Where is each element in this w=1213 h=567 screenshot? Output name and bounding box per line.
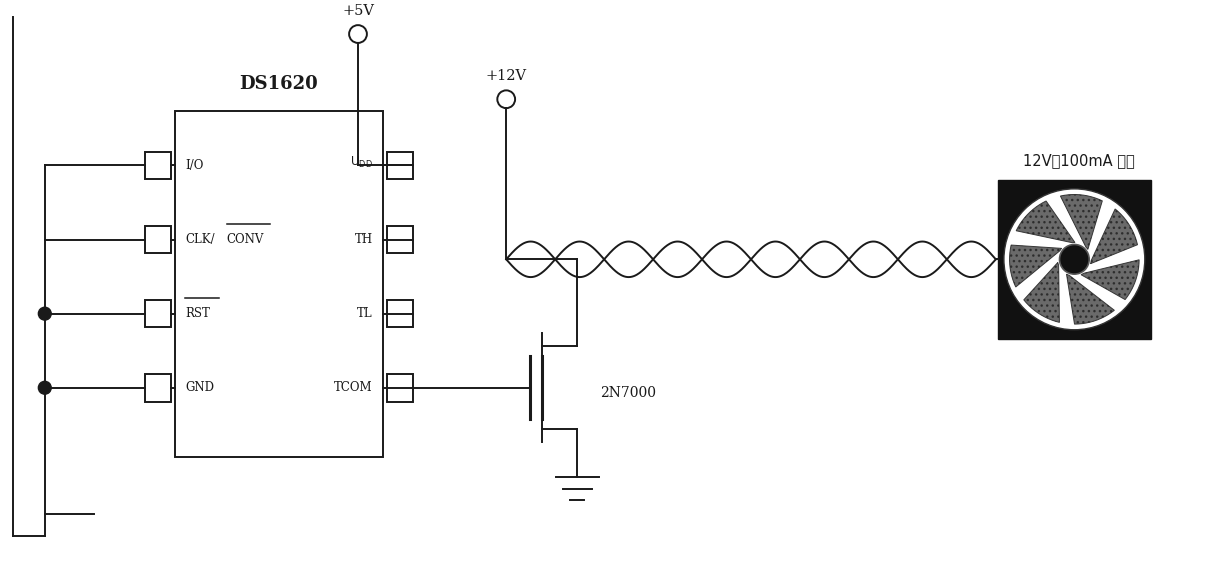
Text: TH: TH bbox=[354, 233, 372, 246]
Text: $\mathrm{U_{DD}}$: $\mathrm{U_{DD}}$ bbox=[351, 155, 372, 170]
Polygon shape bbox=[1081, 260, 1139, 299]
Text: CLK/: CLK/ bbox=[186, 233, 215, 246]
Text: 12V．100mA 风扇: 12V．100mA 风扇 bbox=[1024, 153, 1135, 168]
Text: TL: TL bbox=[357, 307, 372, 320]
Text: DS1620: DS1620 bbox=[240, 75, 318, 94]
Text: 2N7000: 2N7000 bbox=[600, 386, 656, 400]
Text: CONV: CONV bbox=[227, 233, 264, 246]
Polygon shape bbox=[1060, 194, 1103, 249]
Circle shape bbox=[1004, 189, 1145, 330]
Text: I/O: I/O bbox=[186, 159, 204, 172]
Text: TCOM: TCOM bbox=[335, 381, 372, 394]
Circle shape bbox=[39, 382, 51, 394]
Text: +12V: +12V bbox=[485, 69, 526, 83]
Circle shape bbox=[39, 307, 51, 320]
Polygon shape bbox=[998, 180, 1151, 339]
Text: GND: GND bbox=[186, 381, 213, 394]
Polygon shape bbox=[1016, 201, 1075, 243]
Circle shape bbox=[1059, 244, 1089, 274]
Polygon shape bbox=[1024, 263, 1059, 323]
Polygon shape bbox=[1066, 274, 1115, 324]
Text: +5V: +5V bbox=[342, 4, 374, 18]
Polygon shape bbox=[1009, 245, 1061, 287]
Polygon shape bbox=[1090, 209, 1138, 264]
Text: RST: RST bbox=[186, 307, 210, 320]
